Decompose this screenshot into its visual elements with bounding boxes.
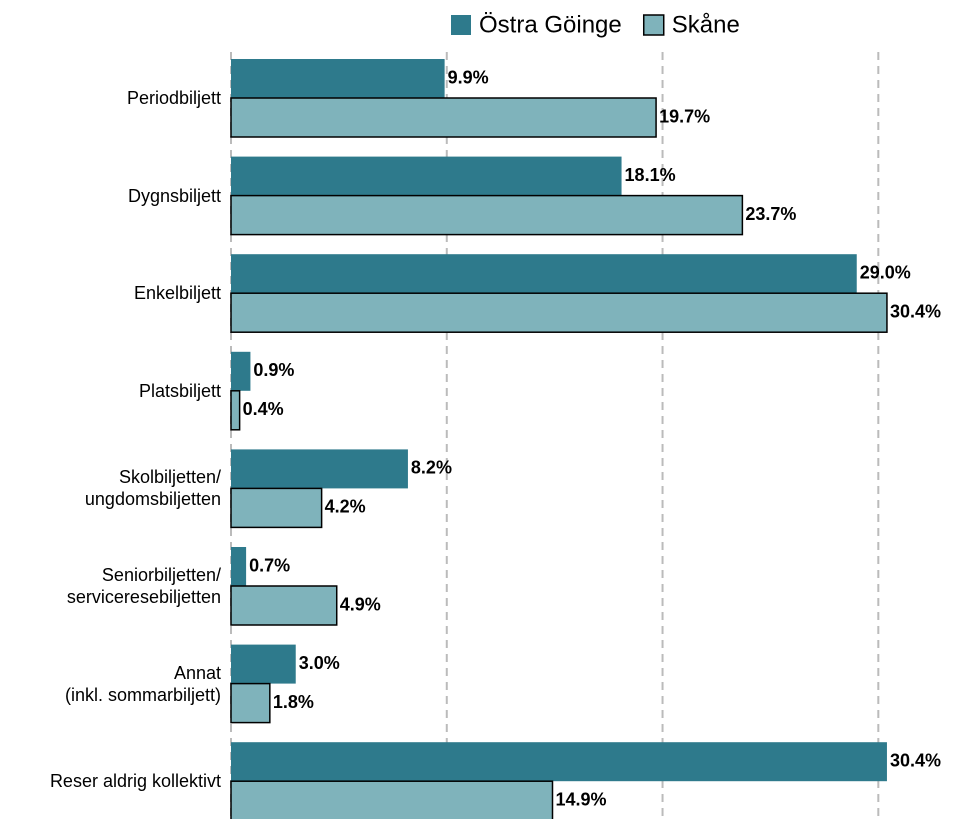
bar bbox=[230, 682, 271, 724]
bar bbox=[231, 742, 887, 782]
value-label: 0.7% bbox=[249, 555, 290, 575]
category-label: Periodbiljett bbox=[126, 88, 221, 108]
category-label: Seniorbiljetten/ serviceresebiljetten bbox=[66, 565, 221, 607]
bar bbox=[230, 585, 338, 626]
value-label: 1.8% bbox=[273, 692, 314, 712]
bar bbox=[230, 292, 888, 333]
value-label: 0.9% bbox=[253, 360, 294, 380]
legend-swatch bbox=[451, 15, 471, 35]
value-label: 29.0% bbox=[860, 262, 911, 282]
legend-label: Skåne bbox=[672, 11, 740, 38]
bar bbox=[231, 156, 622, 196]
bar bbox=[230, 97, 657, 138]
value-label: 4.2% bbox=[325, 497, 366, 517]
category-label: Platsbiljett bbox=[138, 380, 221, 401]
legend-label: Östra Göinge bbox=[479, 11, 622, 38]
category-label: Enkelbiljett bbox=[133, 283, 221, 304]
value-label: 18.1% bbox=[625, 165, 676, 185]
value-label: 4.9% bbox=[340, 594, 381, 614]
value-label: 0.4% bbox=[243, 399, 284, 419]
bar bbox=[231, 351, 251, 391]
value-label: 14.9% bbox=[556, 789, 607, 809]
category-label: Dygnsbiljett bbox=[127, 185, 221, 206]
bar bbox=[230, 780, 554, 819]
bar bbox=[230, 487, 323, 529]
legend-swatch bbox=[642, 14, 665, 36]
value-label: 30.4% bbox=[890, 301, 941, 321]
value-label: 23.7% bbox=[745, 204, 796, 224]
category-label: Reser aldrig kollektivt bbox=[49, 771, 221, 792]
value-label: 3.0% bbox=[299, 653, 340, 673]
bar bbox=[230, 194, 744, 236]
bar bbox=[231, 449, 408, 489]
bar bbox=[231, 547, 247, 586]
bar bbox=[231, 254, 857, 294]
value-label: 9.9% bbox=[448, 67, 489, 87]
category-label: Skolbiljetten/ ungdomsbiljetten bbox=[84, 467, 221, 510]
category-label: Annat (inkl. sommarbiljett) bbox=[64, 662, 221, 705]
bar bbox=[231, 59, 445, 98]
value-label: 19.7% bbox=[659, 106, 710, 126]
value-label: 30.4% bbox=[890, 750, 941, 770]
value-label: 8.2% bbox=[411, 458, 452, 478]
bar bbox=[230, 390, 241, 431]
bar bbox=[231, 644, 296, 684]
